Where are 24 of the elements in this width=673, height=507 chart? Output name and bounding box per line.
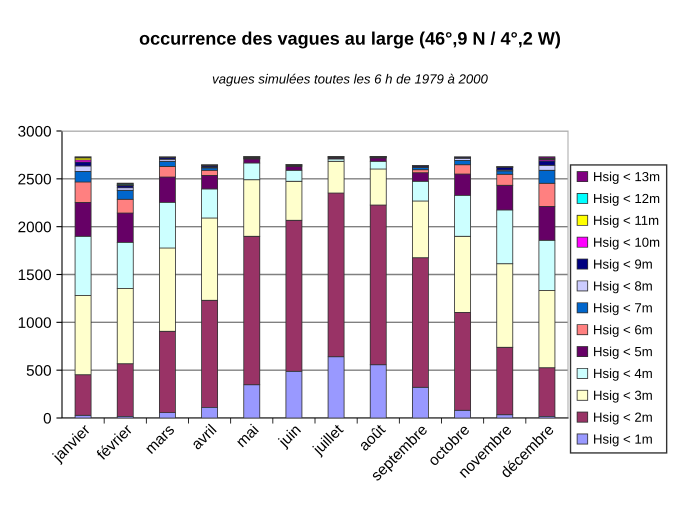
- y-tick-label: 0: [44, 412, 51, 424]
- y-tick-label: 2000: [18, 222, 51, 232]
- x-tick-label: juin: [276, 424, 304, 450]
- legend-label: Hsig < 12m: [594, 193, 660, 206]
- legend-label: Hsig < 4m: [594, 368, 652, 381]
- x-tick-label: mai: [235, 424, 259, 448]
- legend-label: Hsig < 9m: [594, 259, 652, 272]
- legend-label: Hsig < 7m: [594, 302, 652, 316]
- legend-label: Hsig < 11m: [594, 215, 658, 228]
- legend-label: Hsig < 6m: [594, 324, 652, 337]
- legend-label: Hsig < 8m: [594, 280, 652, 294]
- y-tick-label: 1500: [18, 269, 51, 280]
- legend-label: Hsig < 5m: [594, 346, 652, 359]
- y-tick-label: 2500: [18, 174, 51, 185]
- legend-label: Hsig < 10m: [594, 237, 660, 250]
- legend-label: Hsig < 1m: [594, 434, 652, 446]
- legend-label: Hsig < 13m: [594, 172, 660, 184]
- chart-subtitle: vagues simulées toutes les 6 h de 1979 à 2000: [212, 74, 488, 86]
- chart-title: occurrence des vagues au large (46°,9 N / 4°,2 W): [140, 32, 560, 48]
- legend-label: Hsig < 3m: [594, 390, 652, 403]
- y-tick-label: 1000: [18, 317, 51, 328]
- y-tick-label: 3000: [18, 126, 51, 137]
- legend-label: Hsig < 2m: [594, 412, 652, 424]
- y-tick-label: 500: [26, 365, 51, 376]
